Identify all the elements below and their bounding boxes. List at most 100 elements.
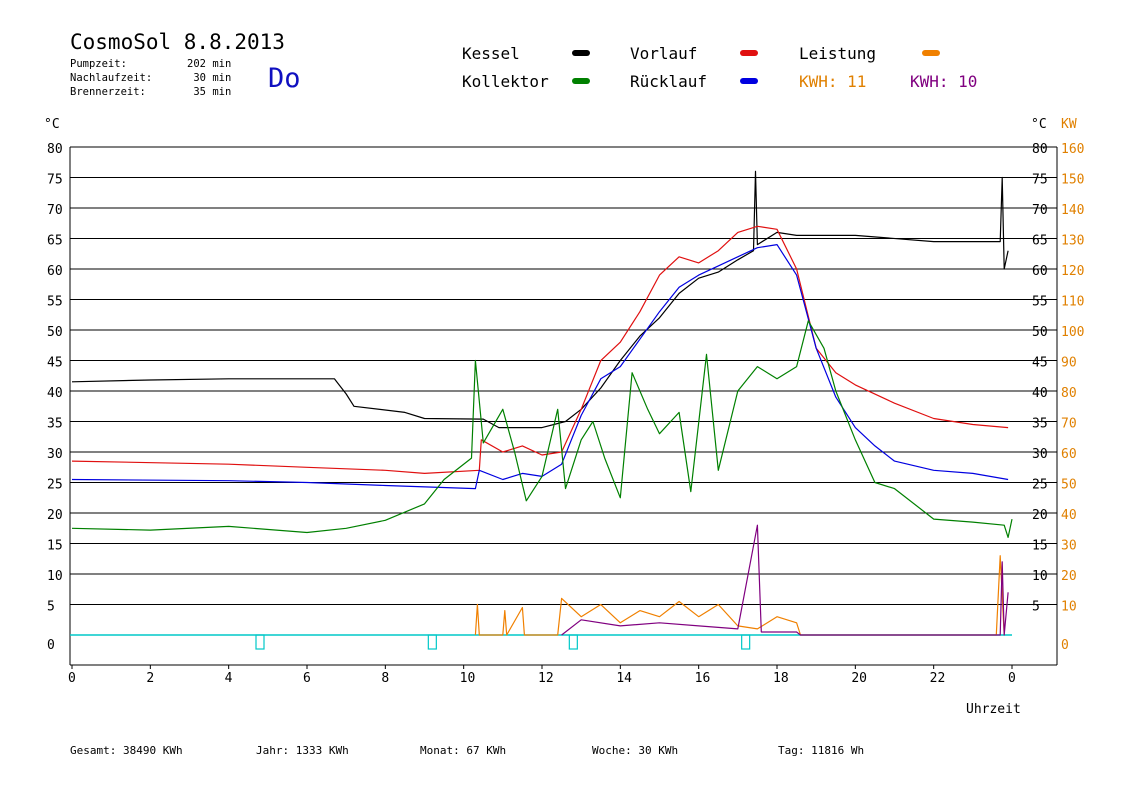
y-tick-label-right: 65 bbox=[1032, 234, 1048, 249]
footer-value: 1333 KWh bbox=[295, 744, 349, 757]
cyan-marker bbox=[741, 634, 751, 650]
right-axis-unit-temp: °C bbox=[1031, 117, 1047, 132]
series-line-pumpe bbox=[561, 524, 1009, 636]
right-axis-unit-power: KW bbox=[1061, 117, 1077, 132]
x-tick-label: 12 bbox=[538, 671, 554, 686]
y-tick-label-right: 40 bbox=[1032, 386, 1048, 401]
x-axis-label: Uhrzeit bbox=[966, 702, 1021, 717]
legend-label-leistung: Leistung bbox=[799, 44, 877, 63]
stat-label: Pumpzeit: bbox=[70, 58, 127, 70]
stat-unit: min bbox=[212, 86, 232, 98]
footer-value: 30 KWh bbox=[638, 744, 679, 757]
footer-monat: Monat: 67 KWh bbox=[420, 744, 506, 757]
y-tick-label: 35 bbox=[47, 417, 63, 432]
footer-jahr: Jahr: 1333 KWh bbox=[256, 744, 349, 757]
legend-swatch-kessel bbox=[572, 50, 590, 56]
y-tick-label: 65 bbox=[47, 234, 63, 249]
cyan-marker bbox=[568, 634, 578, 650]
y-tick-label: 80 bbox=[47, 142, 63, 157]
stat-value: 30 bbox=[193, 72, 206, 84]
footer-label: Gesamt: bbox=[70, 744, 117, 757]
stat-unit: min bbox=[212, 72, 232, 84]
y-tick-label-right: 5 bbox=[1032, 600, 1040, 615]
footer-value: 11816 Wh bbox=[811, 744, 865, 757]
stat-label: Nachlaufzeit: bbox=[70, 72, 153, 84]
stat-row-nachlaufzeit: Nachlaufzeit: 30 min bbox=[70, 72, 231, 84]
power-tick-label: 160 bbox=[1061, 142, 1084, 157]
footer-value: 67 KWh bbox=[466, 744, 507, 757]
series-line-kessel bbox=[71, 170, 1009, 429]
y-tick-label-right: 80 bbox=[1032, 142, 1048, 157]
y-tick-label-right: 30 bbox=[1032, 447, 1048, 462]
series-line-vorlauf bbox=[71, 225, 1009, 474]
y-tick-label-right: 35 bbox=[1032, 417, 1048, 432]
power-tick-label: 120 bbox=[1061, 264, 1084, 279]
y-tick-label: 30 bbox=[47, 447, 63, 462]
power-tick-label: 30 bbox=[1061, 539, 1077, 554]
stat-row-pumpzeit: Pumpzeit: 202 min bbox=[70, 58, 231, 70]
power-tick-label: 150 bbox=[1061, 173, 1084, 188]
footer-label: Woche: bbox=[592, 744, 632, 757]
power-tick-label: 40 bbox=[1061, 508, 1077, 523]
power-tick-label: 10 bbox=[1061, 600, 1077, 615]
x-tick-label: 22 bbox=[930, 671, 946, 686]
y-tick-label: 40 bbox=[47, 386, 63, 401]
series-line-leistung bbox=[474, 555, 1005, 636]
x-tick-label: 0 bbox=[1008, 671, 1016, 686]
kwh-left: KWH: 11 bbox=[799, 72, 866, 91]
power-tick-label: 20 bbox=[1061, 569, 1077, 584]
legend-label-kollektor: Kollektor bbox=[462, 72, 549, 91]
y-tick-label: 15 bbox=[47, 539, 63, 554]
series-line-kollektor bbox=[71, 320, 1013, 539]
power-tick-label: 100 bbox=[1061, 325, 1084, 340]
footer-tag: Tag: 11816 Wh bbox=[778, 744, 864, 757]
chart-grid bbox=[69, 146, 1058, 666]
stat-row-brennerzeit: Brennerzeit: 35 min bbox=[70, 86, 231, 98]
y-tick-label-right: 15 bbox=[1032, 539, 1048, 554]
footer-gesamt: Gesamt: 38490 KWh bbox=[70, 744, 183, 757]
kwh-right-value: 10 bbox=[958, 72, 978, 91]
y-tick-label: 0 bbox=[47, 638, 55, 653]
y-tick-label-right: 25 bbox=[1032, 478, 1048, 493]
y-tick-label-right: 60 bbox=[1032, 264, 1048, 279]
power-tick-label: 110 bbox=[1061, 295, 1084, 310]
footer-label: Tag: bbox=[778, 744, 805, 757]
power-tick-label: 0 bbox=[1061, 638, 1069, 653]
x-tick-label: 2 bbox=[146, 671, 154, 686]
y-tick-label: 5 bbox=[47, 600, 55, 615]
kwh-right-label: KWH: bbox=[910, 72, 949, 91]
x-tick-label: 18 bbox=[773, 671, 789, 686]
legend-label-kessel: Kessel bbox=[462, 44, 520, 63]
power-tick-label: 70 bbox=[1061, 417, 1077, 432]
axis-ticks: 0510152025303540455055606570758051015202… bbox=[47, 142, 1084, 686]
power-tick-label: 140 bbox=[1061, 203, 1084, 218]
power-tick-label: 80 bbox=[1061, 386, 1077, 401]
kwh-right: KWH: 10 bbox=[910, 72, 977, 91]
y-tick-label-right: 50 bbox=[1032, 325, 1048, 340]
stat-value: 202 bbox=[187, 58, 206, 70]
kwh-left-label: KWH: bbox=[799, 72, 838, 91]
footer-value: 38490 KWh bbox=[122, 744, 183, 757]
y-tick-label: 60 bbox=[47, 264, 63, 279]
stat-value: 35 bbox=[193, 86, 206, 98]
y-tick-label: 20 bbox=[47, 508, 63, 523]
y-tick-label: 25 bbox=[47, 478, 63, 493]
legend-label-vorlauf: Vorlauf bbox=[630, 44, 698, 63]
y-tick-label: 50 bbox=[47, 325, 63, 340]
stat-label: Brennerzeit: bbox=[70, 86, 146, 98]
legend-label-ruecklauf: Rücklauf bbox=[630, 72, 708, 91]
y-tick-label: 75 bbox=[47, 173, 63, 188]
legend-swatch-kollektor bbox=[572, 78, 590, 84]
power-tick-label: 130 bbox=[1061, 234, 1084, 249]
x-tick-label: 4 bbox=[225, 671, 233, 686]
y-tick-label: 55 bbox=[47, 295, 63, 310]
cyan-marker bbox=[427, 634, 437, 650]
legend-swatch-leistung bbox=[922, 50, 940, 56]
x-tick-label: 14 bbox=[616, 671, 632, 686]
footer-label: Jahr: bbox=[256, 744, 290, 757]
chart-series bbox=[70, 170, 1013, 650]
y-tick-label-right: 10 bbox=[1032, 569, 1048, 584]
footer-label: Monat: bbox=[420, 744, 460, 757]
x-tick-label: 20 bbox=[851, 671, 867, 686]
